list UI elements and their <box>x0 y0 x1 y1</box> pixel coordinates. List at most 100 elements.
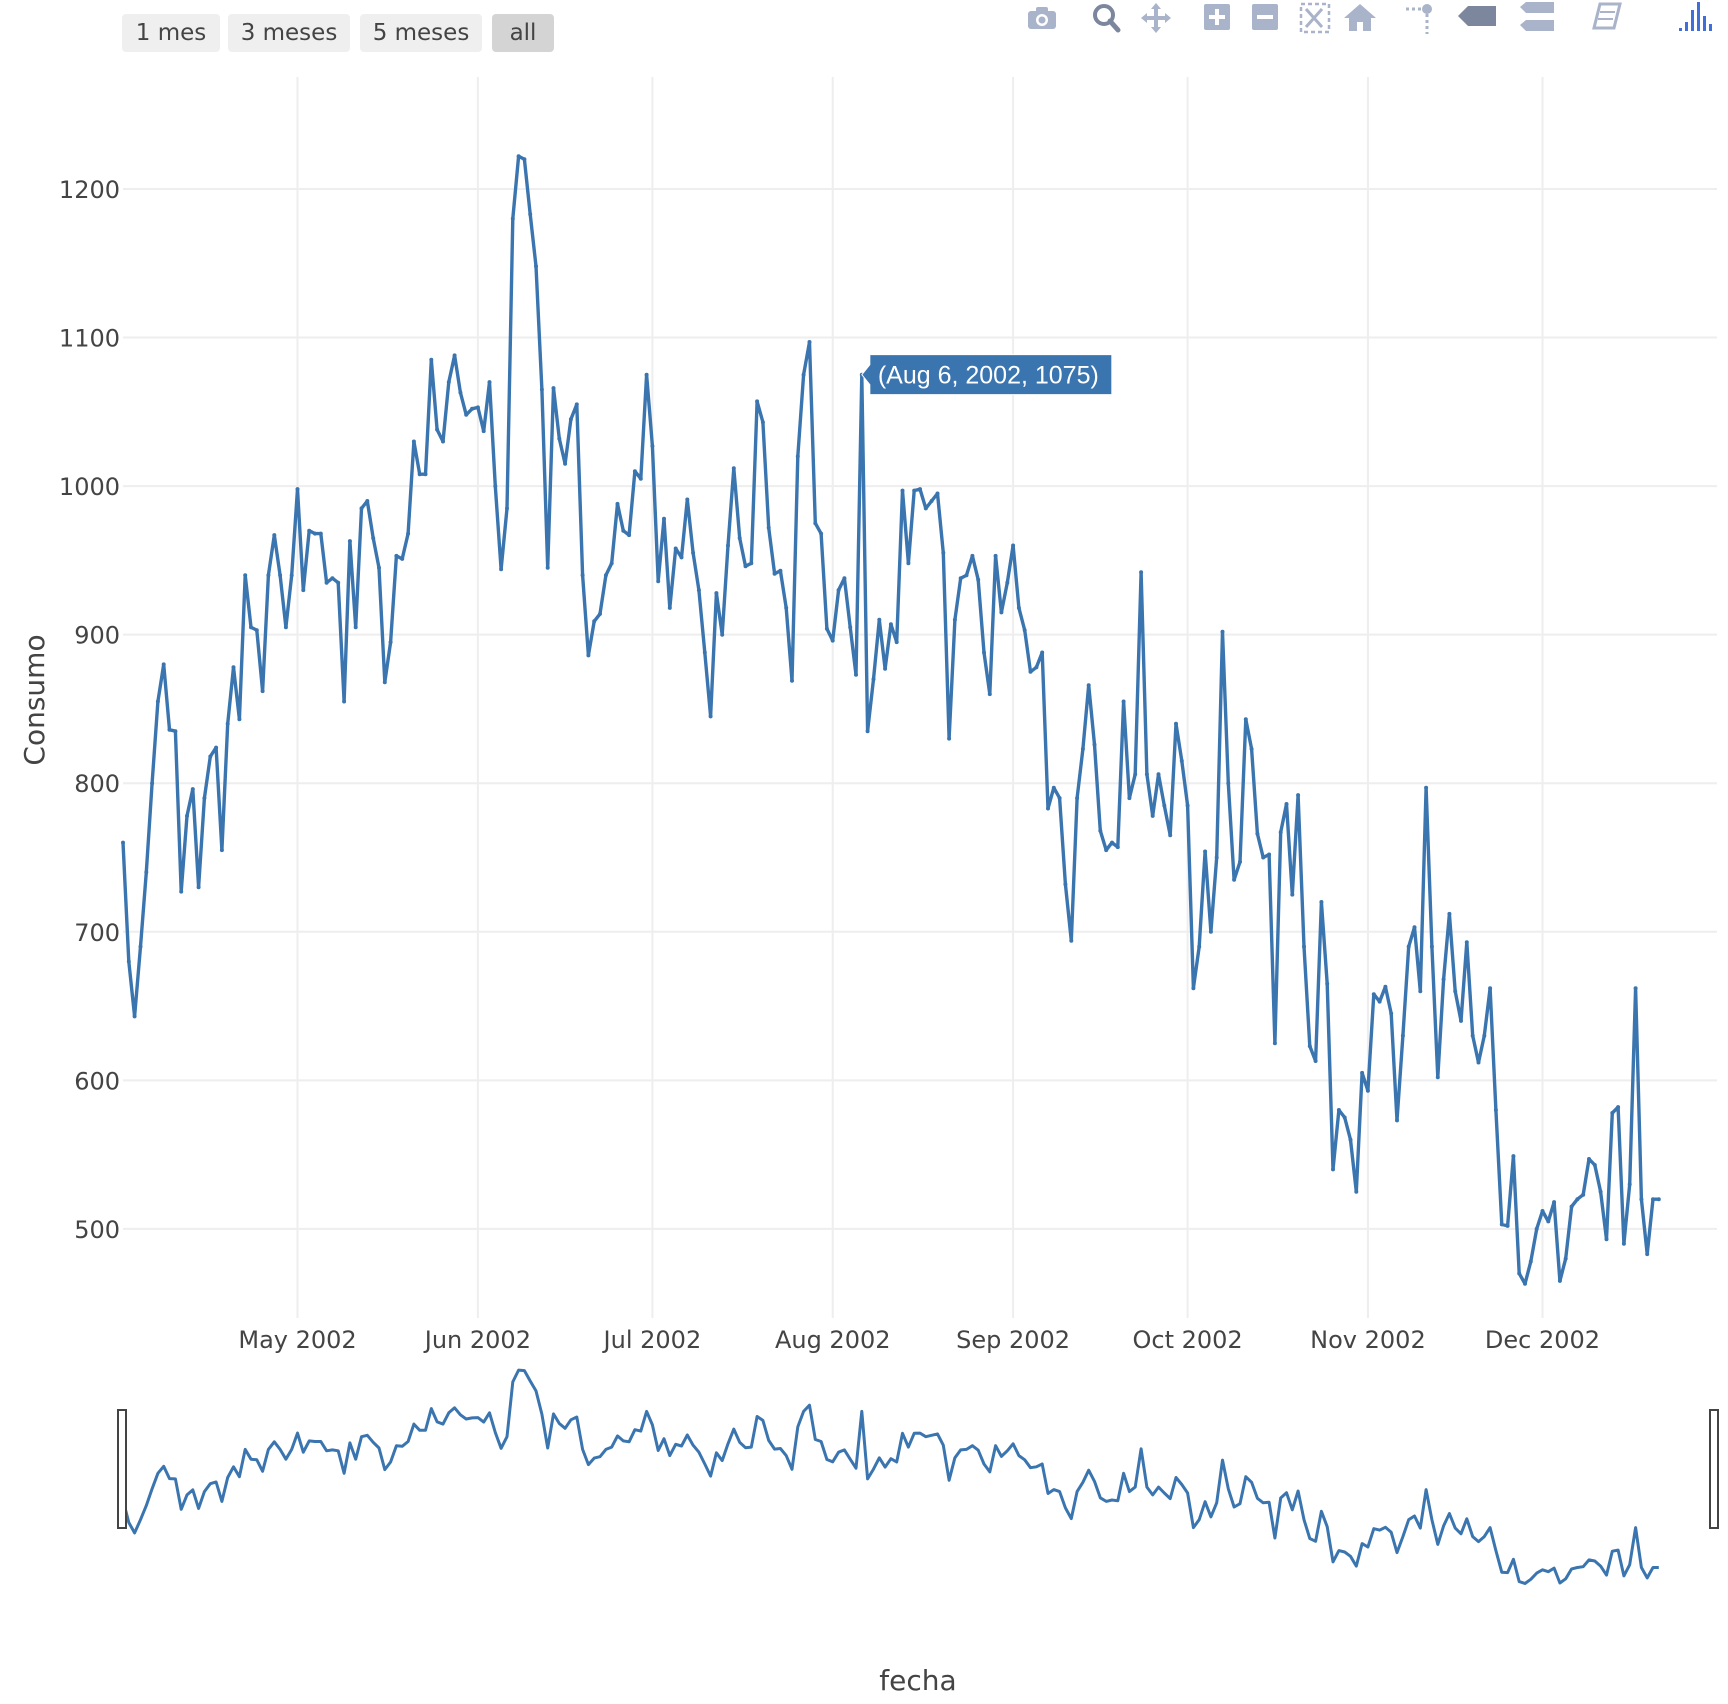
data-point <box>295 487 300 492</box>
data-point <box>1610 1111 1615 1115</box>
zoom-in-icon[interactable] <box>1196 0 1236 36</box>
data-point <box>1482 1033 1487 1038</box>
data-point <box>1022 628 1027 633</box>
data-point <box>1569 1204 1574 1209</box>
data-point <box>1587 1157 1591 1161</box>
range-slider-handle-left[interactable] <box>117 1409 127 1529</box>
data-point <box>667 605 672 610</box>
data-point <box>144 870 149 875</box>
data-point <box>1302 944 1306 949</box>
data-point <box>301 588 306 593</box>
data-point <box>510 216 515 221</box>
x-tick-label: Jul 2002 <box>602 1326 702 1354</box>
data-point <box>1115 845 1120 850</box>
data-point <box>923 506 928 511</box>
data-point <box>528 212 533 217</box>
data-point <box>662 516 666 521</box>
data-point <box>603 573 608 578</box>
data-point <box>1238 859 1242 864</box>
y-tick-label: 800 <box>74 770 120 798</box>
data-point <box>1453 989 1458 994</box>
x-tick-label: Oct 2002 <box>1133 1326 1243 1354</box>
range-button-all[interactable]: all <box>492 14 554 52</box>
data-point <box>435 427 440 432</box>
data-point <box>1342 1115 1347 1120</box>
range-button-1-mes[interactable]: 1 mes <box>122 14 220 52</box>
hover-tooltip: (Aug 6, 2002, 1075) <box>861 354 1113 396</box>
range-button-5-meses[interactable]: 5 meses <box>360 14 482 52</box>
data-point <box>505 506 509 511</box>
data-point <box>1365 1088 1370 1093</box>
range-slider[interactable] <box>117 1368 1719 1585</box>
data-point <box>1400 1033 1405 1038</box>
data-point <box>1389 1011 1394 1016</box>
data-point <box>1645 1252 1650 1257</box>
hover-compare-icon[interactable] <box>1518 0 1558 36</box>
y-tick-label: 1100 <box>59 325 120 353</box>
data-point <box>394 553 399 558</box>
range-slider-handle-right[interactable] <box>1709 1409 1719 1529</box>
spike-lines-icon[interactable] <box>1400 0 1440 36</box>
data-point <box>481 429 486 434</box>
x-tick-label: Dec 2002 <box>1485 1326 1600 1354</box>
data-point <box>1459 1018 1463 1023</box>
data-point <box>1051 785 1056 790</box>
data-point <box>987 692 992 697</box>
data-point <box>1406 944 1411 949</box>
data-point <box>289 573 294 578</box>
data-point <box>1191 986 1196 991</box>
data-point <box>208 754 213 759</box>
data-point <box>1133 772 1138 777</box>
autoscale-icon[interactable] <box>1294 0 1334 36</box>
data-point <box>202 796 207 801</box>
data-point <box>621 528 626 533</box>
data-point <box>406 531 411 536</box>
data-point <box>656 579 661 584</box>
data-point <box>347 539 352 544</box>
data-point <box>1220 629 1225 634</box>
data-point <box>138 944 143 949</box>
data-point <box>574 402 579 407</box>
zoom-icon[interactable] <box>1086 0 1126 36</box>
data-point <box>1284 802 1289 806</box>
data-point <box>342 699 347 704</box>
series-line[interactable] <box>121 154 1659 1286</box>
camera-icon[interactable] <box>1022 0 1062 36</box>
data-point <box>644 372 649 377</box>
data-point <box>1197 944 1202 949</box>
data-point <box>632 469 637 474</box>
data-point <box>225 721 230 726</box>
edit-chart-icon[interactable] <box>1586 0 1626 36</box>
data-point <box>1523 1281 1527 1286</box>
y-tick-label: 600 <box>74 1067 120 1095</box>
range-button-3-meses[interactable]: 3 meses <box>228 14 350 52</box>
data-point <box>464 412 469 417</box>
data-point <box>458 390 463 395</box>
data-point <box>1371 992 1376 997</box>
data-point <box>982 650 986 655</box>
plotly-logo-icon[interactable] <box>1676 0 1716 36</box>
data-point <box>1104 848 1109 853</box>
data-point <box>1046 806 1050 811</box>
pan-icon[interactable] <box>1136 0 1176 36</box>
data-point <box>1261 855 1266 860</box>
data-point <box>749 561 754 566</box>
data-point <box>266 573 271 578</box>
data-point <box>1360 1070 1365 1075</box>
reset-axes-icon[interactable] <box>1340 0 1380 36</box>
data-point <box>1656 1197 1661 1202</box>
data-point <box>1464 940 1469 945</box>
data-point <box>615 501 620 506</box>
data-point <box>947 736 952 741</box>
data-point <box>1633 986 1638 991</box>
data-point <box>993 553 998 558</box>
data-point <box>1435 1075 1440 1080</box>
data-point <box>551 386 556 391</box>
data-point <box>1272 1041 1277 1046</box>
data-point <box>848 625 853 630</box>
data-point <box>755 399 760 404</box>
data-point <box>1424 785 1429 790</box>
hover-closest-icon[interactable] <box>1456 0 1496 36</box>
data-point <box>324 580 329 585</box>
zoom-out-icon[interactable] <box>1244 0 1284 36</box>
